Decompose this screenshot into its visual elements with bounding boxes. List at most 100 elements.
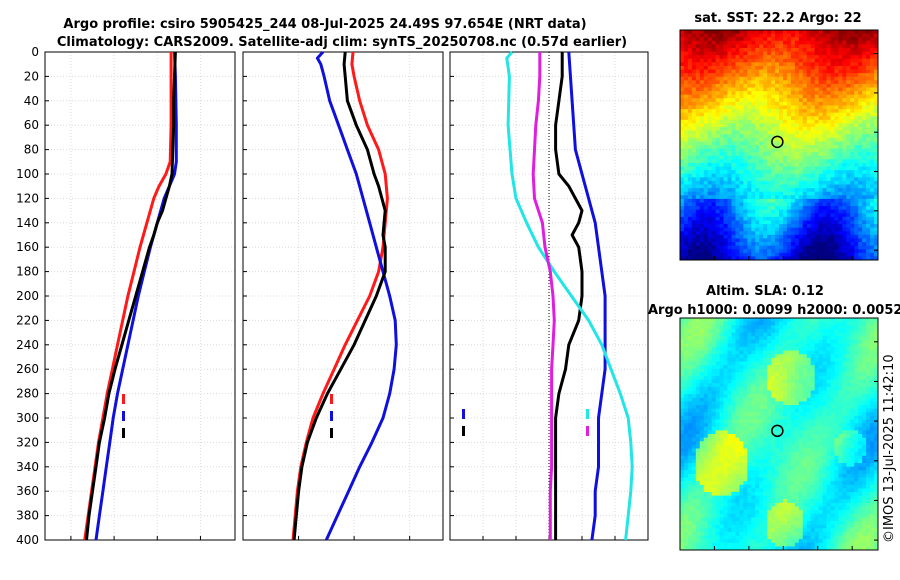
map-cell (687, 105, 693, 110)
map-cell (723, 202, 728, 207)
map-cell (814, 188, 819, 193)
map-cell (715, 386, 720, 391)
map-cell (814, 159, 819, 164)
map-cell (751, 256, 756, 261)
map-cell (763, 191, 768, 196)
map-cell (759, 234, 764, 239)
map-cell (771, 419, 776, 424)
map-cell (810, 101, 816, 106)
map-cell (790, 180, 796, 185)
map-cell (854, 162, 859, 167)
map-cell (759, 62, 764, 67)
map-cell (818, 318, 823, 323)
map-cell (814, 137, 819, 142)
map-cell (786, 123, 792, 128)
map-cell (695, 51, 701, 56)
map-cell (703, 195, 709, 200)
map-cell (858, 55, 863, 60)
map-cell (687, 347, 693, 352)
map-cell (771, 105, 776, 110)
map-cell (786, 379, 792, 384)
map-cell (699, 206, 705, 211)
map-cell (838, 180, 843, 185)
map-cell (683, 162, 689, 167)
map-cell (874, 202, 879, 207)
map-cell (699, 148, 705, 153)
map-cell (858, 397, 863, 402)
map-cell (759, 242, 764, 247)
map-cell (838, 227, 843, 232)
map-cell (680, 155, 685, 160)
map-cell (786, 159, 792, 164)
map-cell (846, 325, 851, 330)
map-cell (862, 94, 867, 99)
map-cell (771, 209, 776, 214)
map-cell (798, 105, 804, 110)
map-cell (691, 339, 697, 344)
map-cell (834, 249, 839, 254)
map-cell (790, 361, 796, 366)
map-cell (767, 180, 772, 185)
map-cell (866, 379, 871, 384)
map-cell (735, 123, 740, 128)
map-cell (683, 40, 689, 45)
map-cell (870, 73, 875, 78)
map-cell (687, 180, 693, 185)
map-cell (862, 361, 867, 366)
map-cell (806, 350, 812, 355)
map-cell (814, 343, 819, 348)
map-cell (822, 191, 827, 196)
map-cell (711, 188, 717, 193)
map-cell (866, 343, 871, 348)
map-cell (830, 423, 835, 428)
map-cell (818, 94, 823, 99)
map-cell (834, 112, 839, 117)
map-cell (802, 155, 808, 160)
map-cell (786, 206, 792, 211)
map-cell (806, 249, 812, 254)
map-cell (810, 238, 816, 243)
map-cell (810, 376, 816, 381)
map-cell (838, 376, 843, 381)
map-cell (818, 83, 823, 88)
map-cell (802, 51, 808, 56)
map-cell (719, 365, 724, 370)
map-cell (727, 325, 732, 330)
map-cell (731, 94, 736, 99)
map-cell (711, 198, 717, 203)
map-cell (834, 339, 839, 344)
map-cell (858, 73, 863, 78)
map-cell (814, 419, 819, 424)
map-cell (854, 119, 859, 124)
map-cell (739, 58, 744, 63)
map-cell (775, 76, 780, 81)
map-cell (731, 415, 736, 420)
map-cell (759, 127, 764, 132)
map-cell (786, 318, 792, 323)
map-cell (782, 177, 788, 182)
map-cell (779, 405, 784, 410)
map-cell (687, 94, 693, 99)
map-cell (759, 30, 764, 34)
map-cell (711, 318, 717, 323)
map-cell (838, 30, 843, 34)
map-cell (814, 234, 819, 239)
map-cell (723, 119, 728, 124)
map-cell (790, 105, 796, 110)
map-cell (786, 336, 792, 341)
map-cell (862, 40, 867, 45)
map-cell (711, 127, 717, 132)
map-cell (779, 336, 784, 341)
map-cell (723, 198, 728, 203)
map-cell (854, 372, 859, 377)
map-cell (782, 397, 788, 402)
map-cell (854, 216, 859, 221)
map-cell (755, 242, 760, 247)
map-cell (683, 198, 689, 203)
map-cell (842, 347, 847, 352)
map-cell (771, 379, 776, 384)
map-cell (790, 350, 796, 355)
map-cell (834, 155, 839, 160)
map-cell (739, 350, 744, 355)
map-cell (683, 62, 689, 67)
